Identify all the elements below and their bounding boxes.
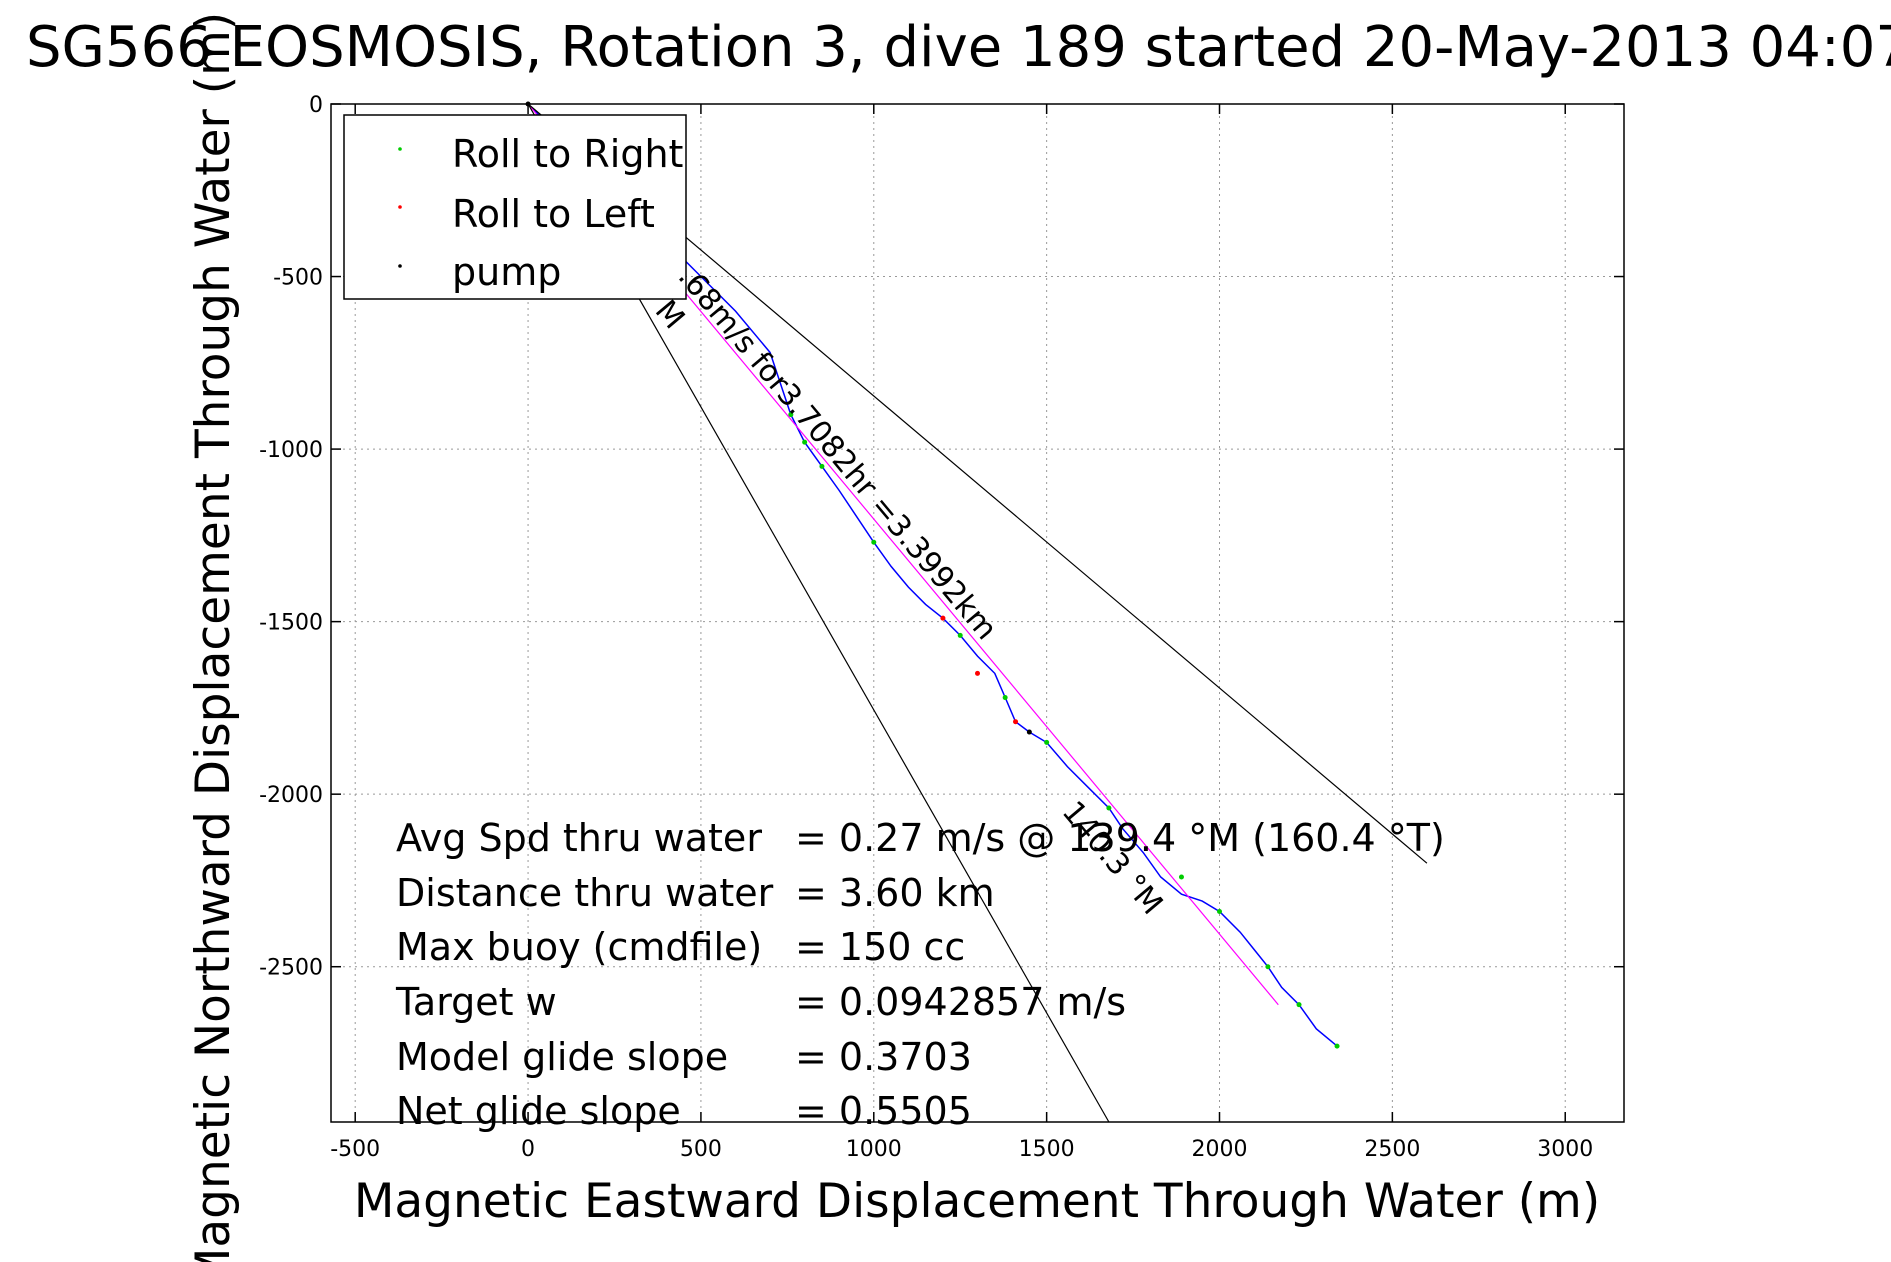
legend-label-roll-left: Roll to Left [452, 192, 655, 236]
roll-left-point [940, 615, 946, 621]
legend-label-pump: pump [452, 250, 561, 294]
x-tick-label: 1000 [846, 1137, 902, 1162]
x-tick-label: 3000 [1537, 1137, 1593, 1162]
stat-value-max-buoy: = 150 cc [795, 925, 965, 969]
roll-right-point [1178, 874, 1184, 880]
stat-value-net-glide-slope: = 0.5505 [795, 1089, 972, 1133]
roll-right-point [1296, 1002, 1302, 1008]
x-tick-label: -500 [330, 1137, 380, 1162]
stat-label-max-buoy: Max buoy (cmdfile) [396, 925, 762, 969]
legend-marker-pump [398, 264, 402, 268]
stat-value-model-glide-slope: = 0.3703 [795, 1035, 972, 1079]
roll-right-point [1334, 1043, 1340, 1049]
y-tick-label: -1500 [259, 611, 323, 636]
roll-right-point [1106, 805, 1112, 811]
series-line-track [527, 103, 1338, 1047]
roll-right-point [957, 632, 963, 638]
x-tick-label: 2500 [1364, 1137, 1420, 1162]
legend: Roll to Right Roll to Left pump [343, 114, 687, 300]
roll-left-point [975, 670, 980, 676]
x-tick-label: 0 [521, 1137, 535, 1162]
plot-markers [525, 101, 1340, 1049]
stats-block: Avg Spd thru water = 0.27 m/s @ 139.4 °M… [395, 816, 1445, 1133]
stat-value-target-w: = 0.0942857 m/s [795, 980, 1126, 1024]
roll-right-point [1265, 964, 1271, 970]
stat-label-target-w: Target w [395, 980, 557, 1024]
axis-ticks: -500 0 500 1000 1500 2000 2500 3000 0 -500 -1000 -1… [259, 93, 1624, 1162]
x-tick-label: 500 [680, 1137, 722, 1162]
stat-value-distance: = 3.60 km [795, 871, 995, 915]
legend-marker-roll-left [398, 205, 402, 209]
roll-right-point [1044, 739, 1050, 745]
roll-right-point [1002, 695, 1008, 701]
plot-area-frame [330, 103, 1625, 1123]
legend-marker-roll-right [398, 147, 402, 151]
x-tick-label: 2000 [1192, 1137, 1248, 1162]
y-tick-label: -500 [273, 266, 323, 291]
stat-label-distance: Distance thru water [396, 871, 774, 915]
roll-right-point [788, 412, 794, 418]
chart-title: SG566 EOSMOSIS, Rotation 3, dive 189 sta… [26, 15, 1891, 80]
stat-label-model-glide-slope: Model glide slope [396, 1035, 728, 1079]
roll-right-point [871, 539, 877, 545]
x-axis-label: Magnetic Eastward Displacement Through W… [354, 1174, 1600, 1229]
roll-left-point [1013, 719, 1019, 725]
y-tick-label: -2500 [259, 956, 323, 981]
y-tick-label: 0 [309, 93, 323, 118]
x-tick-label: 1500 [1019, 1137, 1075, 1162]
y-tick-label: -2000 [259, 783, 323, 808]
y-axis-label: Magnetic Northward Displacement Through … [186, 12, 241, 1262]
legend-label-roll-right: Roll to Right [452, 132, 683, 176]
y-tick-label: -1000 [259, 438, 323, 463]
roll-right-point [819, 463, 825, 469]
stat-value-avg-speed: = 0.27 m/s @ 139.4 °M (160.4 °T) [795, 816, 1445, 860]
stat-label-avg-speed: Avg Spd thru water [396, 816, 762, 860]
stat-label-net-glide-slope: Net glide slope [396, 1089, 681, 1133]
roll-right-point [1217, 908, 1223, 914]
roll-right-point [802, 439, 808, 445]
pump-point [1026, 729, 1032, 735]
